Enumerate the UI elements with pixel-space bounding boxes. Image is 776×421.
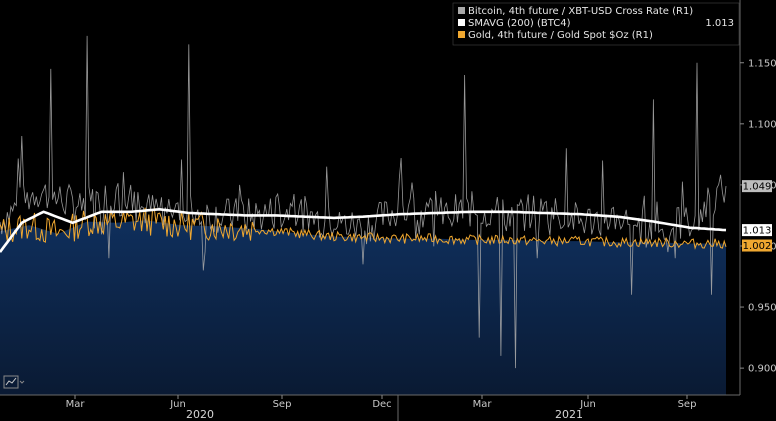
legend-background [452, 2, 740, 46]
series-line-gold [0, 207, 727, 250]
x-tick-label: Jun [579, 399, 596, 410]
legend-value: 1.013 [705, 18, 734, 29]
chevron-down-icon[interactable] [19, 380, 25, 384]
last-value-tag [742, 224, 772, 237]
legend-label: Gold, 4th future / Gold Spot $Oz (R1) [468, 30, 653, 41]
legend-label: Bitcoin, 4th future / XBT-USD Cross Rate… [468, 6, 693, 17]
last-value-tag [742, 239, 772, 252]
x-tick-label: Jun [169, 399, 186, 410]
x-tick-label: Sep [678, 399, 697, 410]
last-value-tag-label: 1.013 [743, 226, 772, 237]
legend-swatch [458, 19, 465, 26]
x-year-label: 2020 [186, 408, 214, 421]
last-value-tag-label: 1.049 [743, 182, 772, 193]
x-tick-label: Mar [66, 399, 86, 410]
y-tick-label: 1.150 [748, 58, 776, 69]
x-tick-label: Sep [273, 399, 292, 410]
x-tick-label: Dec [372, 399, 391, 410]
x-year-label: 2021 [555, 408, 583, 421]
x-axis-band [0, 395, 776, 421]
legend-swatch [458, 7, 465, 14]
legend: Bitcoin, 4th future / XBT-USD Cross Rate… [452, 2, 740, 46]
x-tick-label: Mar [473, 399, 493, 410]
y-tick-label: 1.100 [748, 119, 776, 130]
series-line-bitcoin [0, 35, 727, 369]
last-value-tag-label: 1.002 [743, 241, 772, 252]
y-tick-label: 0.950 [748, 303, 776, 314]
legend-label: SMAVG (200) (BTC4) [468, 18, 571, 29]
last-value-tag [742, 180, 772, 193]
legend-swatch [458, 31, 465, 38]
y-tick-label: 0.900 [748, 364, 776, 375]
series-line-smavg [0, 208, 727, 253]
smavg-area-fill [0, 220, 726, 395]
chart-type-icon[interactable] [3, 375, 19, 389]
